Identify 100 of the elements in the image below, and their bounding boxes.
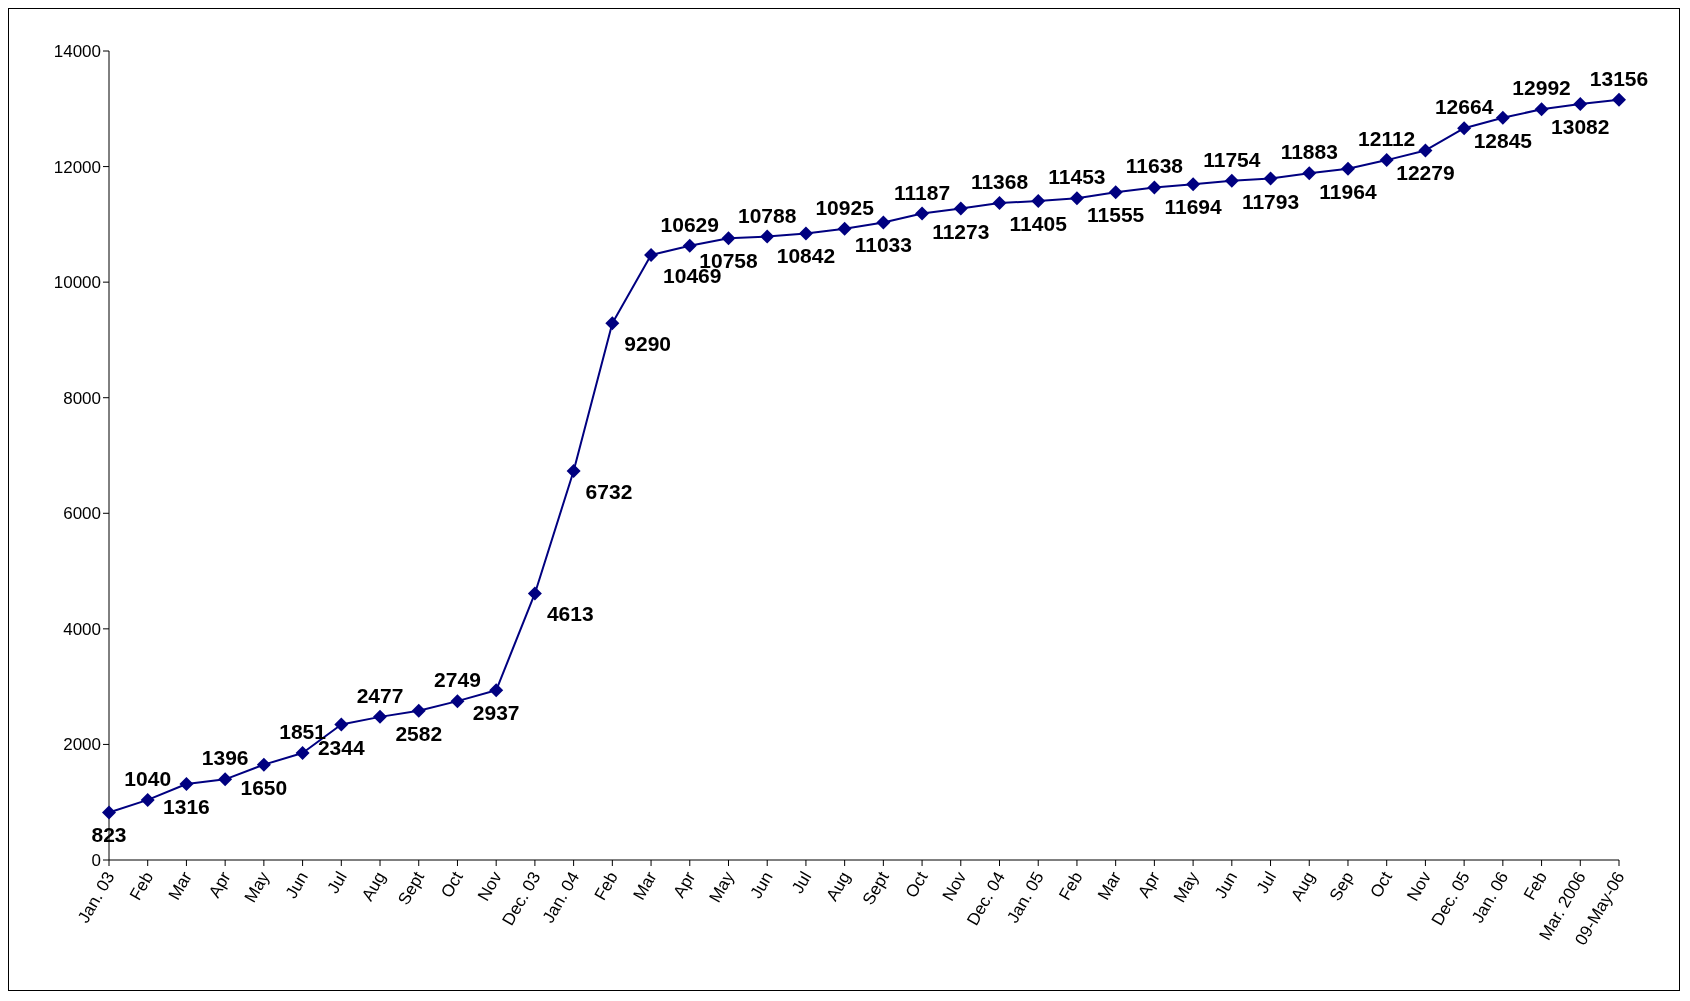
data-label: 6732: [585, 479, 633, 503]
point: [140, 792, 155, 807]
x-tick-label: Feb: [1055, 868, 1087, 904]
x-tick-label: Mar: [629, 868, 661, 904]
data-label: 11273: [932, 219, 990, 243]
y-tick-label: 10000: [53, 273, 101, 293]
data-label: 2582: [395, 721, 443, 745]
x-tick-label: Mar: [1094, 868, 1126, 904]
x-tick-label: Feb: [126, 868, 158, 904]
point: [1302, 166, 1317, 181]
data-label: 2749: [434, 668, 481, 692]
data-label: 1316: [163, 794, 210, 818]
point: [566, 463, 581, 478]
x-tick-label: Sep: [1325, 868, 1358, 905]
x-tick-label: Apr: [1134, 868, 1165, 901]
x-tick-label: Jan. 03: [74, 868, 119, 927]
data-label: 12845: [1473, 128, 1533, 152]
data-label: 10842: [776, 244, 836, 268]
data-label: 1040: [124, 766, 172, 790]
point: [334, 717, 349, 732]
data-label: 2477: [356, 683, 404, 707]
point: [295, 746, 310, 761]
point: [179, 776, 194, 791]
data-label: 11453: [1048, 165, 1106, 189]
data-label: 10629: [660, 212, 719, 236]
data-label: 2937: [472, 701, 520, 725]
x-tick-label: Mar: [164, 868, 197, 904]
data-label: 11883: [1280, 140, 1338, 164]
x-tick-label: Jan. 05: [1003, 868, 1048, 927]
point: [1031, 193, 1046, 208]
point: [644, 248, 659, 263]
point: [953, 201, 968, 216]
x-tick-label: Jun: [746, 868, 777, 902]
data-label: 11793: [1241, 189, 1300, 213]
point: [1418, 143, 1433, 158]
data-label: 823: [91, 823, 127, 847]
data-label: 11964: [1319, 179, 1377, 203]
point: [527, 586, 542, 601]
point: [1612, 92, 1626, 107]
y-tick-label: 8000: [63, 388, 101, 408]
data-label: 11694: [1164, 195, 1223, 219]
y-tick-label: 4000: [63, 619, 101, 639]
data-label: 4613: [546, 602, 594, 626]
point: [1573, 97, 1588, 112]
data-label: 11405: [1009, 211, 1068, 235]
data-label: 13082: [1551, 115, 1610, 139]
point: [721, 231, 736, 246]
point: [411, 703, 426, 718]
y-tick-label: 0: [91, 851, 101, 871]
point: [256, 757, 271, 772]
y-tick-label: 6000: [63, 504, 101, 524]
data-label: 12112: [1358, 127, 1416, 151]
data-label: 11368: [970, 170, 1029, 194]
point: [1147, 180, 1162, 195]
x-tick-label: Jun: [1211, 868, 1242, 902]
x-tick-label: Feb: [1519, 868, 1552, 904]
point: [218, 772, 233, 787]
x-tick-label: Jul: [323, 868, 351, 897]
x-tick-label: Oct: [901, 868, 932, 901]
data-label: 9290: [624, 332, 672, 356]
point: [1495, 110, 1510, 125]
x-tick-label: Oct: [437, 868, 468, 901]
point: [1108, 185, 1123, 200]
point: [489, 683, 504, 698]
data-label: 11555: [1087, 203, 1145, 227]
data-label: 11754: [1203, 147, 1261, 171]
x-tick-label: Jul: [1252, 868, 1280, 897]
data-label: 1396: [201, 746, 249, 770]
data-label: 11187: [894, 180, 951, 204]
y-tick-label: 12000: [53, 157, 101, 177]
point: [682, 238, 697, 253]
point: [992, 196, 1007, 211]
point: [837, 221, 852, 236]
y-tick-label: 14000: [53, 42, 101, 62]
point: [1457, 121, 1472, 136]
point: [1534, 102, 1549, 117]
point: [373, 709, 388, 724]
data-label: 12992: [1512, 76, 1571, 100]
data-label: 11638: [1125, 154, 1184, 178]
x-tick-label: Jul: [788, 868, 816, 897]
data-label: 10788: [738, 203, 797, 227]
point: [450, 694, 465, 709]
point: [1186, 177, 1201, 192]
point: [1224, 173, 1239, 188]
x-tick-label: Oct: [1366, 868, 1397, 901]
point: [1379, 153, 1394, 168]
point: [102, 805, 116, 820]
data-label: 13156: [1589, 66, 1649, 90]
point: [915, 206, 930, 221]
x-tick-label: Apr: [204, 868, 235, 901]
point: [876, 215, 891, 230]
point: [1263, 171, 1278, 186]
data-label: 11033: [854, 233, 912, 257]
data-label: 12279: [1396, 161, 1455, 185]
point: [1340, 161, 1355, 176]
point: [605, 316, 620, 331]
x-tick-label: Jun: [281, 868, 313, 902]
point: [1069, 191, 1084, 206]
point: [798, 226, 813, 241]
data-label: 10925: [815, 195, 875, 219]
